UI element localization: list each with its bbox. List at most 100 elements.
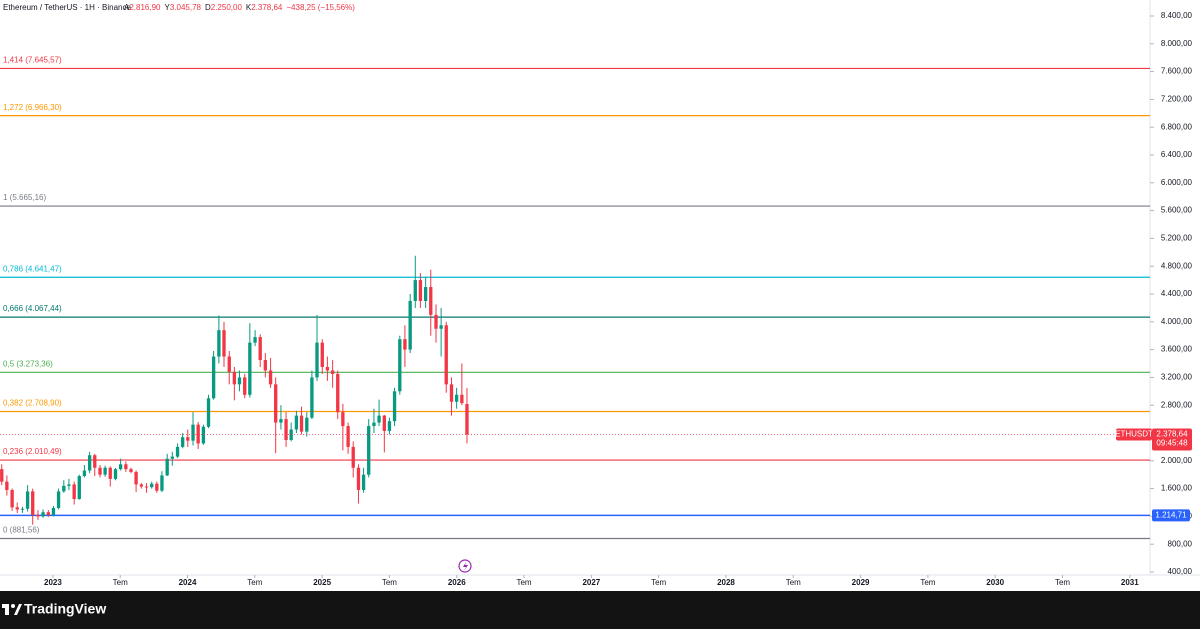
candle-body [150,483,154,488]
ohlc-prefix: A [124,3,130,12]
candle-body [449,384,454,402]
fib-label: 0,382 (2.708,90) [3,399,62,408]
symbol-tag [1116,428,1152,441]
event-icon-bolt [463,562,468,571]
candle-body [77,476,81,500]
logo-part [11,604,15,608]
footer-bar: TradingView [0,591,1200,629]
x-tick-label: 2029 [852,578,870,587]
candle-body [15,507,19,510]
candle-body [320,342,324,367]
candle-body [315,342,319,378]
y-tick-label: 3.200,00 [1161,373,1193,382]
y-tick-label: 400,00 [1168,567,1193,576]
symbol-tag-label: ETHUSDT [1115,430,1153,439]
y-tick-label: 8.000,00 [1161,39,1193,48]
y-tick-label: 6.800,00 [1161,122,1193,131]
header-ohlc: A2.816,90 Y3.045,78 D2.250,00 K2.378,64 −438… [124,3,355,12]
candle-body [325,366,330,371]
candle-body [413,280,417,301]
fib-label: 0,666 (4.067,44) [3,304,62,313]
candle-body [129,469,133,472]
x-tick-label: Tem [651,578,666,587]
x-tick-label: Tem [1055,578,1070,587]
last-price-countdown: 09:45:48 [1156,439,1188,448]
x-tick-label: 2023 [44,578,62,587]
candle-body [423,287,428,301]
candle-body [211,356,216,399]
candle-body [181,437,185,447]
candle-body [237,377,242,385]
candle-body [465,404,469,435]
candle-body [217,330,221,357]
y-tick-label: 5.200,00 [1161,234,1193,243]
x-tick-label: 2030 [986,578,1004,587]
x-tick-label: Tem [247,578,262,587]
last-price-tag [1152,428,1192,451]
candle-body [82,470,87,477]
brand-name: TradingView [24,601,106,617]
candle-body [103,467,107,475]
fib-label: 0,786 (4.641,47) [3,264,62,273]
y-tick-label: 7.600,00 [1161,67,1193,76]
chart: Ethereum / TetherUS · 1H · Binance A2.81… [0,0,1200,587]
candle-body [279,419,283,423]
logo-part [5,604,9,615]
candle-body [67,484,71,486]
x-tick-label: 2028 [717,578,735,587]
candle-body [222,330,226,357]
horizontal-line-tag [1152,509,1190,522]
candle-body [294,415,299,430]
y-tick-label: 5.600,00 [1161,206,1193,215]
candle-body [418,280,423,301]
candle-body [299,415,304,432]
candle-body [274,384,278,423]
x-tick-label: Tem [516,578,531,587]
y-tick-label: 3.600,00 [1161,345,1193,354]
x-tick-label: 2024 [179,578,197,587]
fib-label: 1 (5.665,16) [3,193,46,202]
candle-body [72,484,76,500]
fib-label: 0 (881,56) [3,526,40,535]
candle-body [268,370,273,385]
fib-label: 0,236 (2.010,49) [3,447,62,456]
ohlc-value: 2.378,64 [251,3,283,12]
y-tick-label: 4.400,00 [1161,289,1193,298]
candle-body [351,446,355,468]
candle-body [118,464,123,470]
fib-label: 1,414 (7.645,57) [3,56,62,65]
candle-body [31,491,35,516]
ohlc-prefix: Y [164,3,170,12]
candle-body [258,337,262,361]
candle-body [0,469,4,482]
y-tick-label: 7.200,00 [1161,95,1193,104]
candle-body [454,394,459,402]
candle-body [372,422,376,427]
candle-body [62,485,66,492]
candle-body [227,356,231,372]
candle-body [392,391,397,422]
candle-body [310,377,314,418]
candle-body [10,489,14,508]
y-tick-label: 8.400,00 [1161,11,1193,20]
candle-body [361,474,366,490]
candle-body [356,467,361,490]
candle-body [98,467,102,475]
candle-body [196,424,200,444]
candle-body [139,484,144,487]
logo-part [14,604,22,615]
horizontal-line-label: 1.214,71 [1155,510,1187,519]
candle-body [243,377,247,395]
candle-body [108,467,112,479]
y-tick-label: 4.000,00 [1161,317,1193,326]
brand[interactable]: TradingView [0,591,200,629]
x-tick-label: 2025 [313,578,331,587]
candle-body [206,398,211,427]
x-tick-label: 2031 [1121,578,1139,587]
candle-body [263,360,267,371]
candle-body [175,446,180,457]
candle-body [186,437,190,441]
candle-body [232,371,237,385]
candle-body [444,325,448,385]
